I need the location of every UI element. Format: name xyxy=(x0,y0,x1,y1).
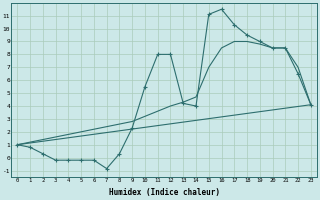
X-axis label: Humidex (Indice chaleur): Humidex (Indice chaleur) xyxy=(108,188,220,197)
